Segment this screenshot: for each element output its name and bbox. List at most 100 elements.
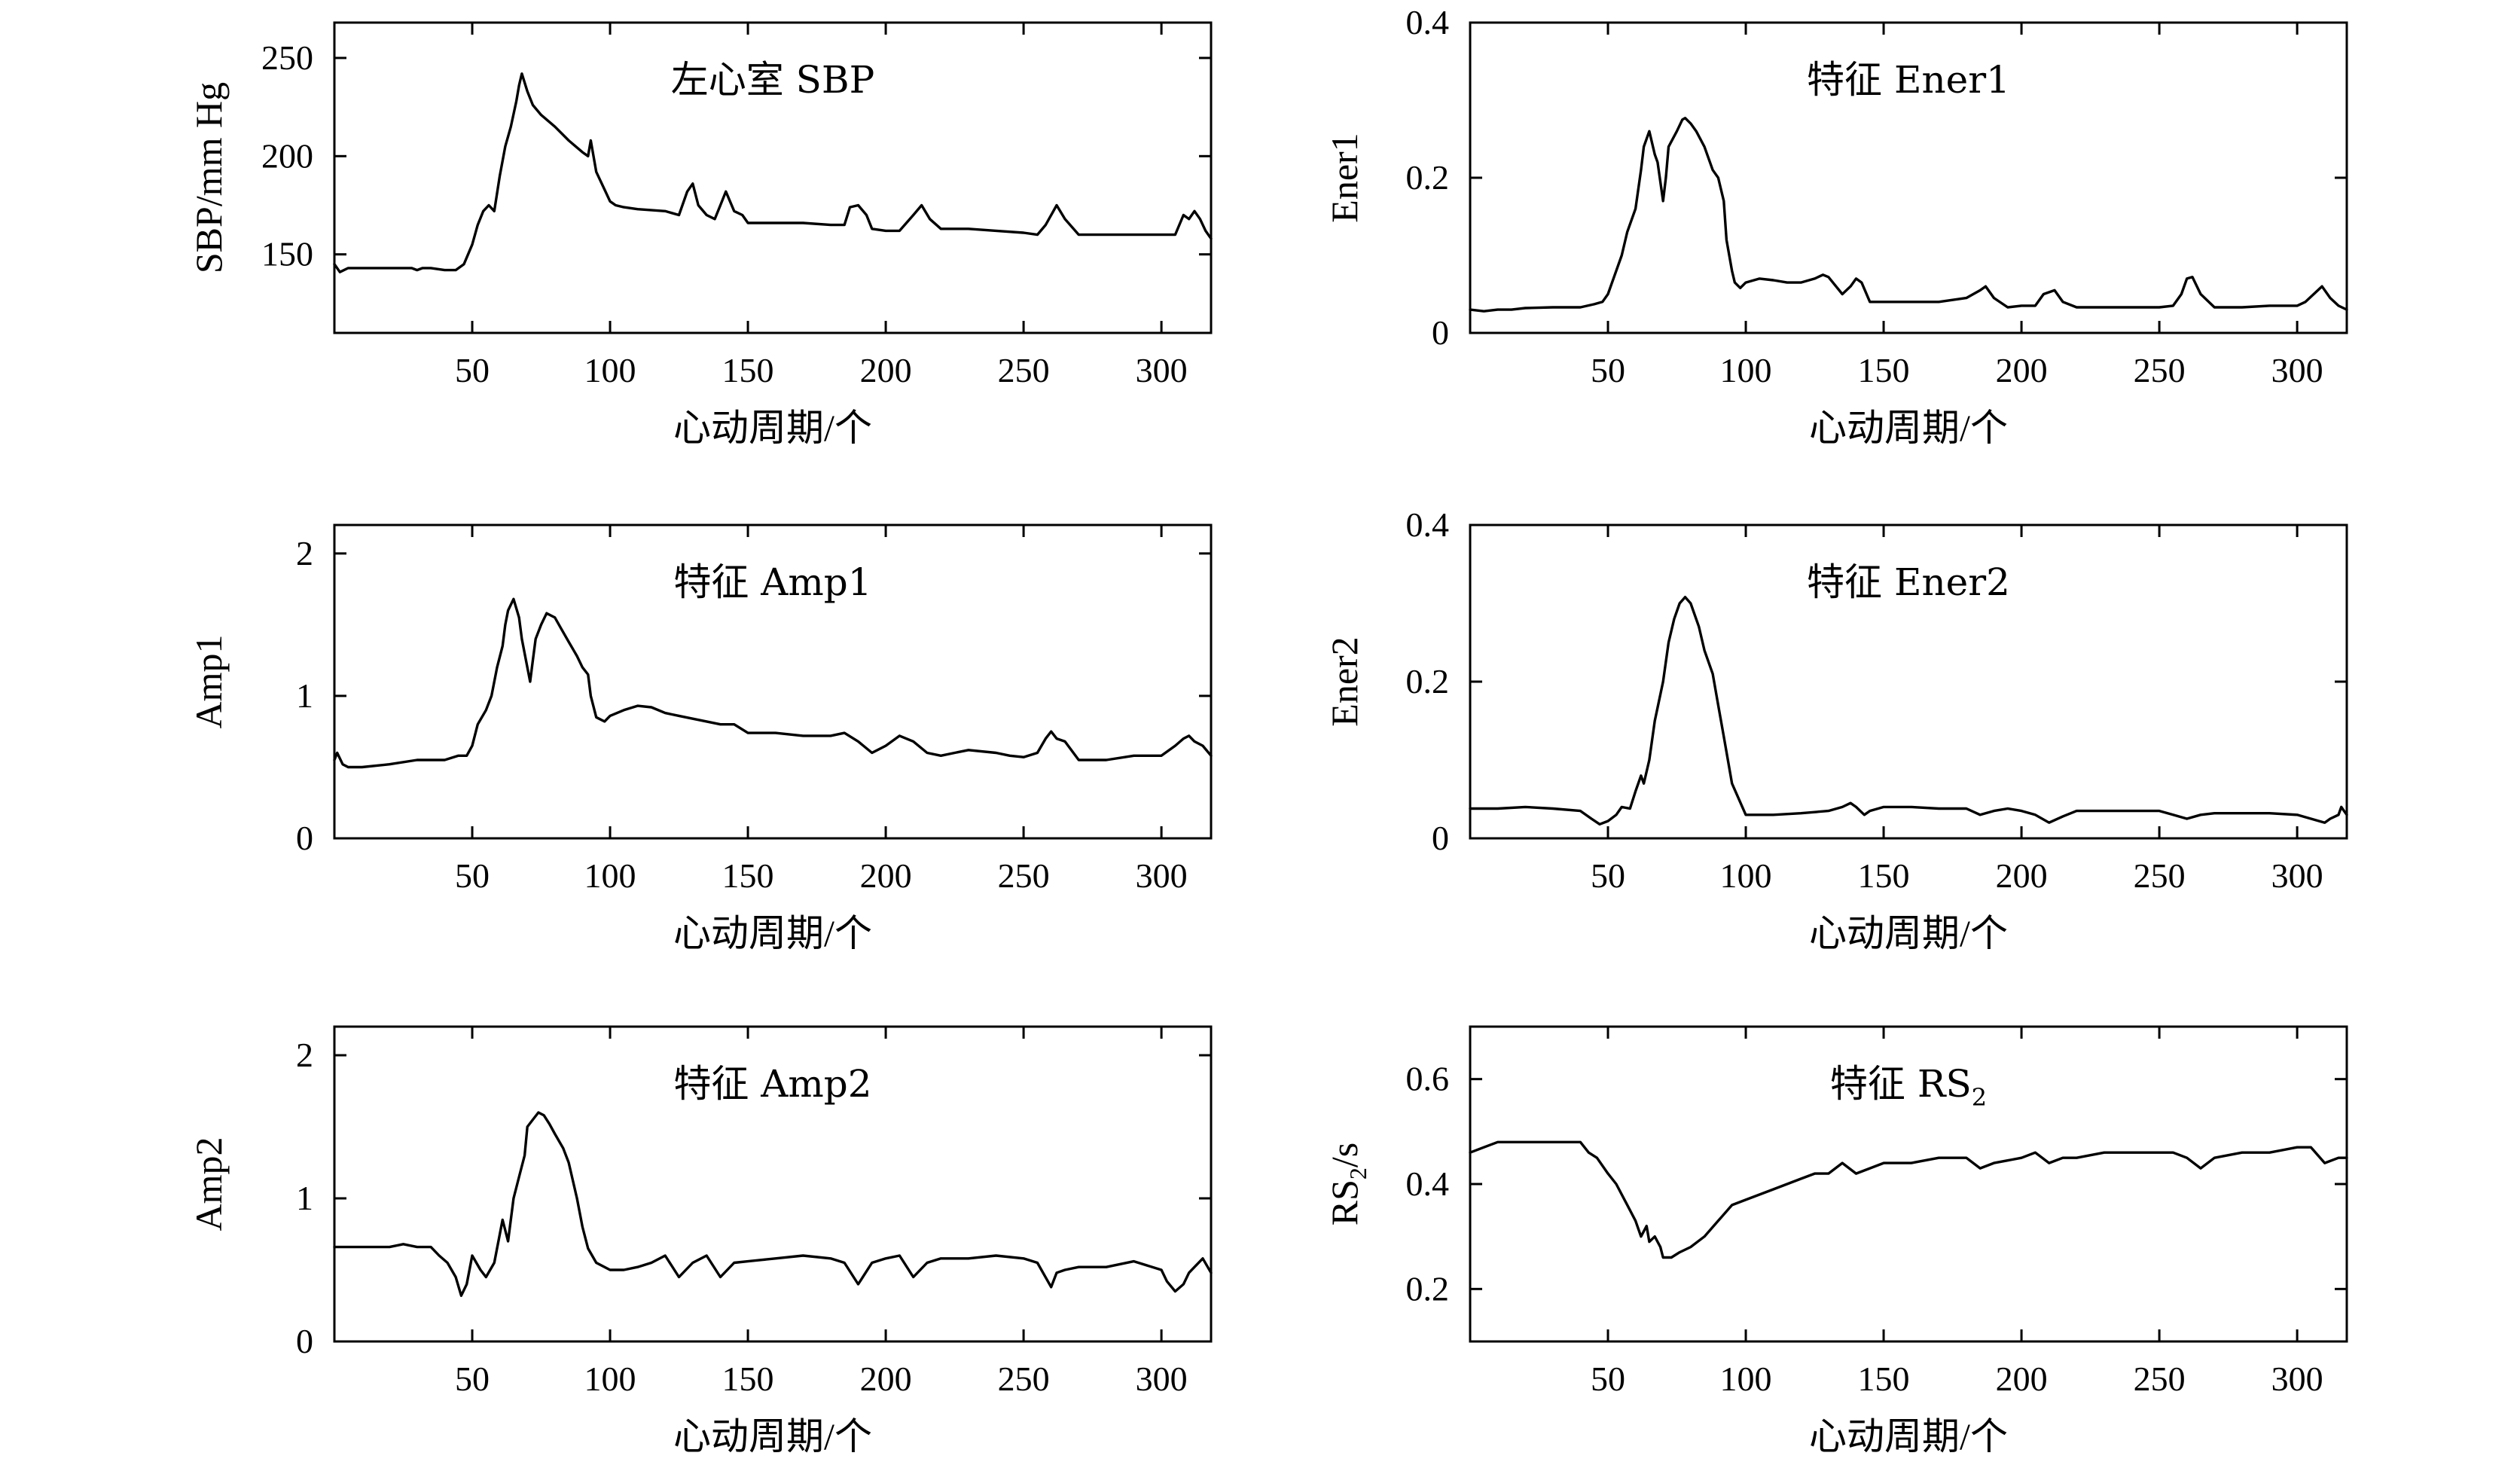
y-axis-label: Amp2: [188, 1137, 230, 1231]
y-tick-label: 1: [296, 1179, 313, 1217]
y-axis-label-text: SBP/mm Hg: [188, 82, 230, 273]
chart-title: 特征 Ener1: [1807, 58, 2010, 102]
plot-frame: [333, 523, 1213, 840]
x-tick-label: 200: [860, 351, 912, 389]
y-tick-label: 0.6: [1406, 1060, 1450, 1098]
y-tick-label: 2: [296, 1036, 313, 1074]
chart-title: 特征 Amp1: [673, 560, 871, 604]
x-tick-label: 100: [584, 351, 636, 389]
x-tick-label: 150: [722, 856, 774, 895]
chart-panel-ener2: 50 100 150 200 250 300 0 0.2 0.4 特征 Ener2 心动周期/个 En…: [1323, 505, 2348, 954]
series-line-sbp: [333, 72, 1213, 273]
x-tick-label: 150: [1858, 351, 1910, 389]
x-tick-label: 250: [2134, 351, 2186, 389]
series-line-ener1: [1469, 116, 2348, 313]
y-tick-label: 200: [261, 136, 313, 175]
y-tick-label: 250: [261, 38, 313, 77]
x-axis-label: 心动周期/个: [673, 407, 872, 449]
y-axis-label-text: Ener1: [1323, 133, 1365, 222]
y-tick-label: 2: [296, 534, 313, 572]
y-axis-label: Amp1: [188, 635, 230, 729]
series-line-ener2: [1469, 596, 2348, 826]
x-tick-label: 300: [1136, 856, 1188, 895]
x-tick-label: 150: [722, 1360, 774, 1398]
y-tick-label: 0.4: [1406, 1164, 1450, 1203]
x-axis-label: 心动周期/个: [1809, 912, 2008, 954]
x-tick-label: 250: [998, 1360, 1050, 1398]
chart-title-text: 特征 Amp2: [673, 1062, 871, 1106]
x-tick-label: 100: [1720, 856, 1772, 895]
x-tick-label: 100: [584, 1360, 636, 1398]
x-tick-label: 200: [860, 1360, 912, 1398]
x-tick-label: 200: [1996, 856, 2048, 895]
y-tick-label: 0.2: [1406, 662, 1450, 700]
x-tick-label: 300: [1136, 351, 1188, 389]
y-axis-label: RS2/s: [1323, 1143, 1371, 1226]
chart-title: 特征 Amp2: [673, 1062, 871, 1106]
y-axis-label-subscript: 2: [1344, 1167, 1371, 1180]
y-axis-label: Ener2: [1323, 636, 1365, 726]
x-tick-label: 50: [1591, 856, 1625, 895]
x-tick-label: 300: [2271, 351, 2323, 389]
y-axis-label-text: RS: [1323, 1180, 1365, 1225]
y-axis-label: Ener1: [1323, 133, 1365, 222]
chart-title-text: 特征 Ener2: [1807, 560, 2010, 604]
chart-title-subscript: 2: [1972, 1083, 1987, 1112]
y-tick-label: 0.2: [1406, 158, 1450, 197]
chart-title-text: 特征 Ener1: [1807, 58, 2010, 102]
x-tick-label: 250: [2134, 1360, 2186, 1398]
y-axis-label-text: Ener2: [1323, 636, 1365, 726]
x-tick-label: 200: [1996, 1360, 2048, 1398]
x-tick-label: 100: [1720, 351, 1772, 389]
x-axis-label: 心动周期/个: [1809, 1415, 2008, 1457]
x-tick-label: 250: [998, 856, 1050, 895]
x-tick-label: 150: [1858, 1360, 1910, 1398]
y-tick-label: 0: [296, 1322, 313, 1360]
x-tick-label: 50: [1591, 1360, 1625, 1398]
series-line-amp2: [333, 1111, 1213, 1297]
x-tick-label: 150: [722, 351, 774, 389]
x-tick-label: 300: [2271, 856, 2323, 895]
x-tick-label: 50: [455, 856, 490, 895]
chart-title-text: 特征 RS: [1830, 1062, 1972, 1106]
chart-panel-sbp: 50 100 150 200 250 300 150 200 250 左心室 SBP 心动周期/个 S…: [188, 21, 1213, 449]
x-tick-label: 300: [2271, 1360, 2323, 1398]
x-tick-label: 300: [1136, 1360, 1188, 1398]
chart-panel-amp1: 50 100 150 200 250 300 0 1 2 特征 Amp1 心动周期/个 Amp1: [188, 523, 1213, 954]
y-tick-label: 0.2: [1406, 1269, 1450, 1308]
y-tick-label: 0: [1432, 819, 1449, 857]
x-axis-label: 心动周期/个: [673, 912, 872, 954]
y-tick-label: 1: [296, 676, 313, 715]
y-axis-label-suffix: /s: [1323, 1143, 1365, 1167]
x-tick-label: 200: [860, 856, 912, 895]
y-axis-label-text: Amp1: [188, 635, 230, 729]
x-axis-label: 心动周期/个: [673, 1415, 872, 1457]
y-tick-label: 150: [261, 235, 313, 273]
series-line-amp1: [333, 597, 1213, 769]
x-tick-label: 100: [1720, 1360, 1772, 1398]
chart-title: 左心室 SBP: [671, 58, 875, 102]
y-tick-label: 0: [296, 819, 313, 857]
x-tick-label: 150: [1858, 856, 1910, 895]
chart-panel-amp2: 50 100 150 200 250 300 0 1 2 特征 Amp2 心动周期/个 Amp2: [188, 1025, 1213, 1457]
chart-title: 特征 RS2: [1830, 1062, 1987, 1112]
chart-panel-ener1: 50 100 150 200 250 300 0 0.2 0.4 特征 Ener1 心动周期/个 En…: [1323, 3, 2348, 449]
chart-title-text: 特征 Amp1: [673, 560, 871, 604]
y-tick-label: 0.4: [1406, 505, 1450, 544]
y-tick-label: 0: [1432, 313, 1449, 352]
series-line-rs2: [1469, 1140, 2348, 1259]
x-tick-label: 250: [2134, 856, 2186, 895]
x-axis-label: 心动周期/个: [1809, 407, 2008, 449]
x-tick-label: 250: [998, 351, 1050, 389]
x-tick-label: 200: [1996, 351, 2048, 389]
chart-title: 特征 Ener2: [1807, 560, 2010, 604]
plot-frame: [333, 1025, 1213, 1343]
y-tick-label: 0.4: [1406, 3, 1450, 41]
x-tick-label: 50: [455, 351, 490, 389]
x-tick-label: 50: [1591, 351, 1625, 389]
y-axis-label: SBP/mm Hg: [188, 82, 230, 273]
chart-title-text: 左心室 SBP: [671, 58, 875, 102]
plot-frame: [333, 21, 1213, 334]
